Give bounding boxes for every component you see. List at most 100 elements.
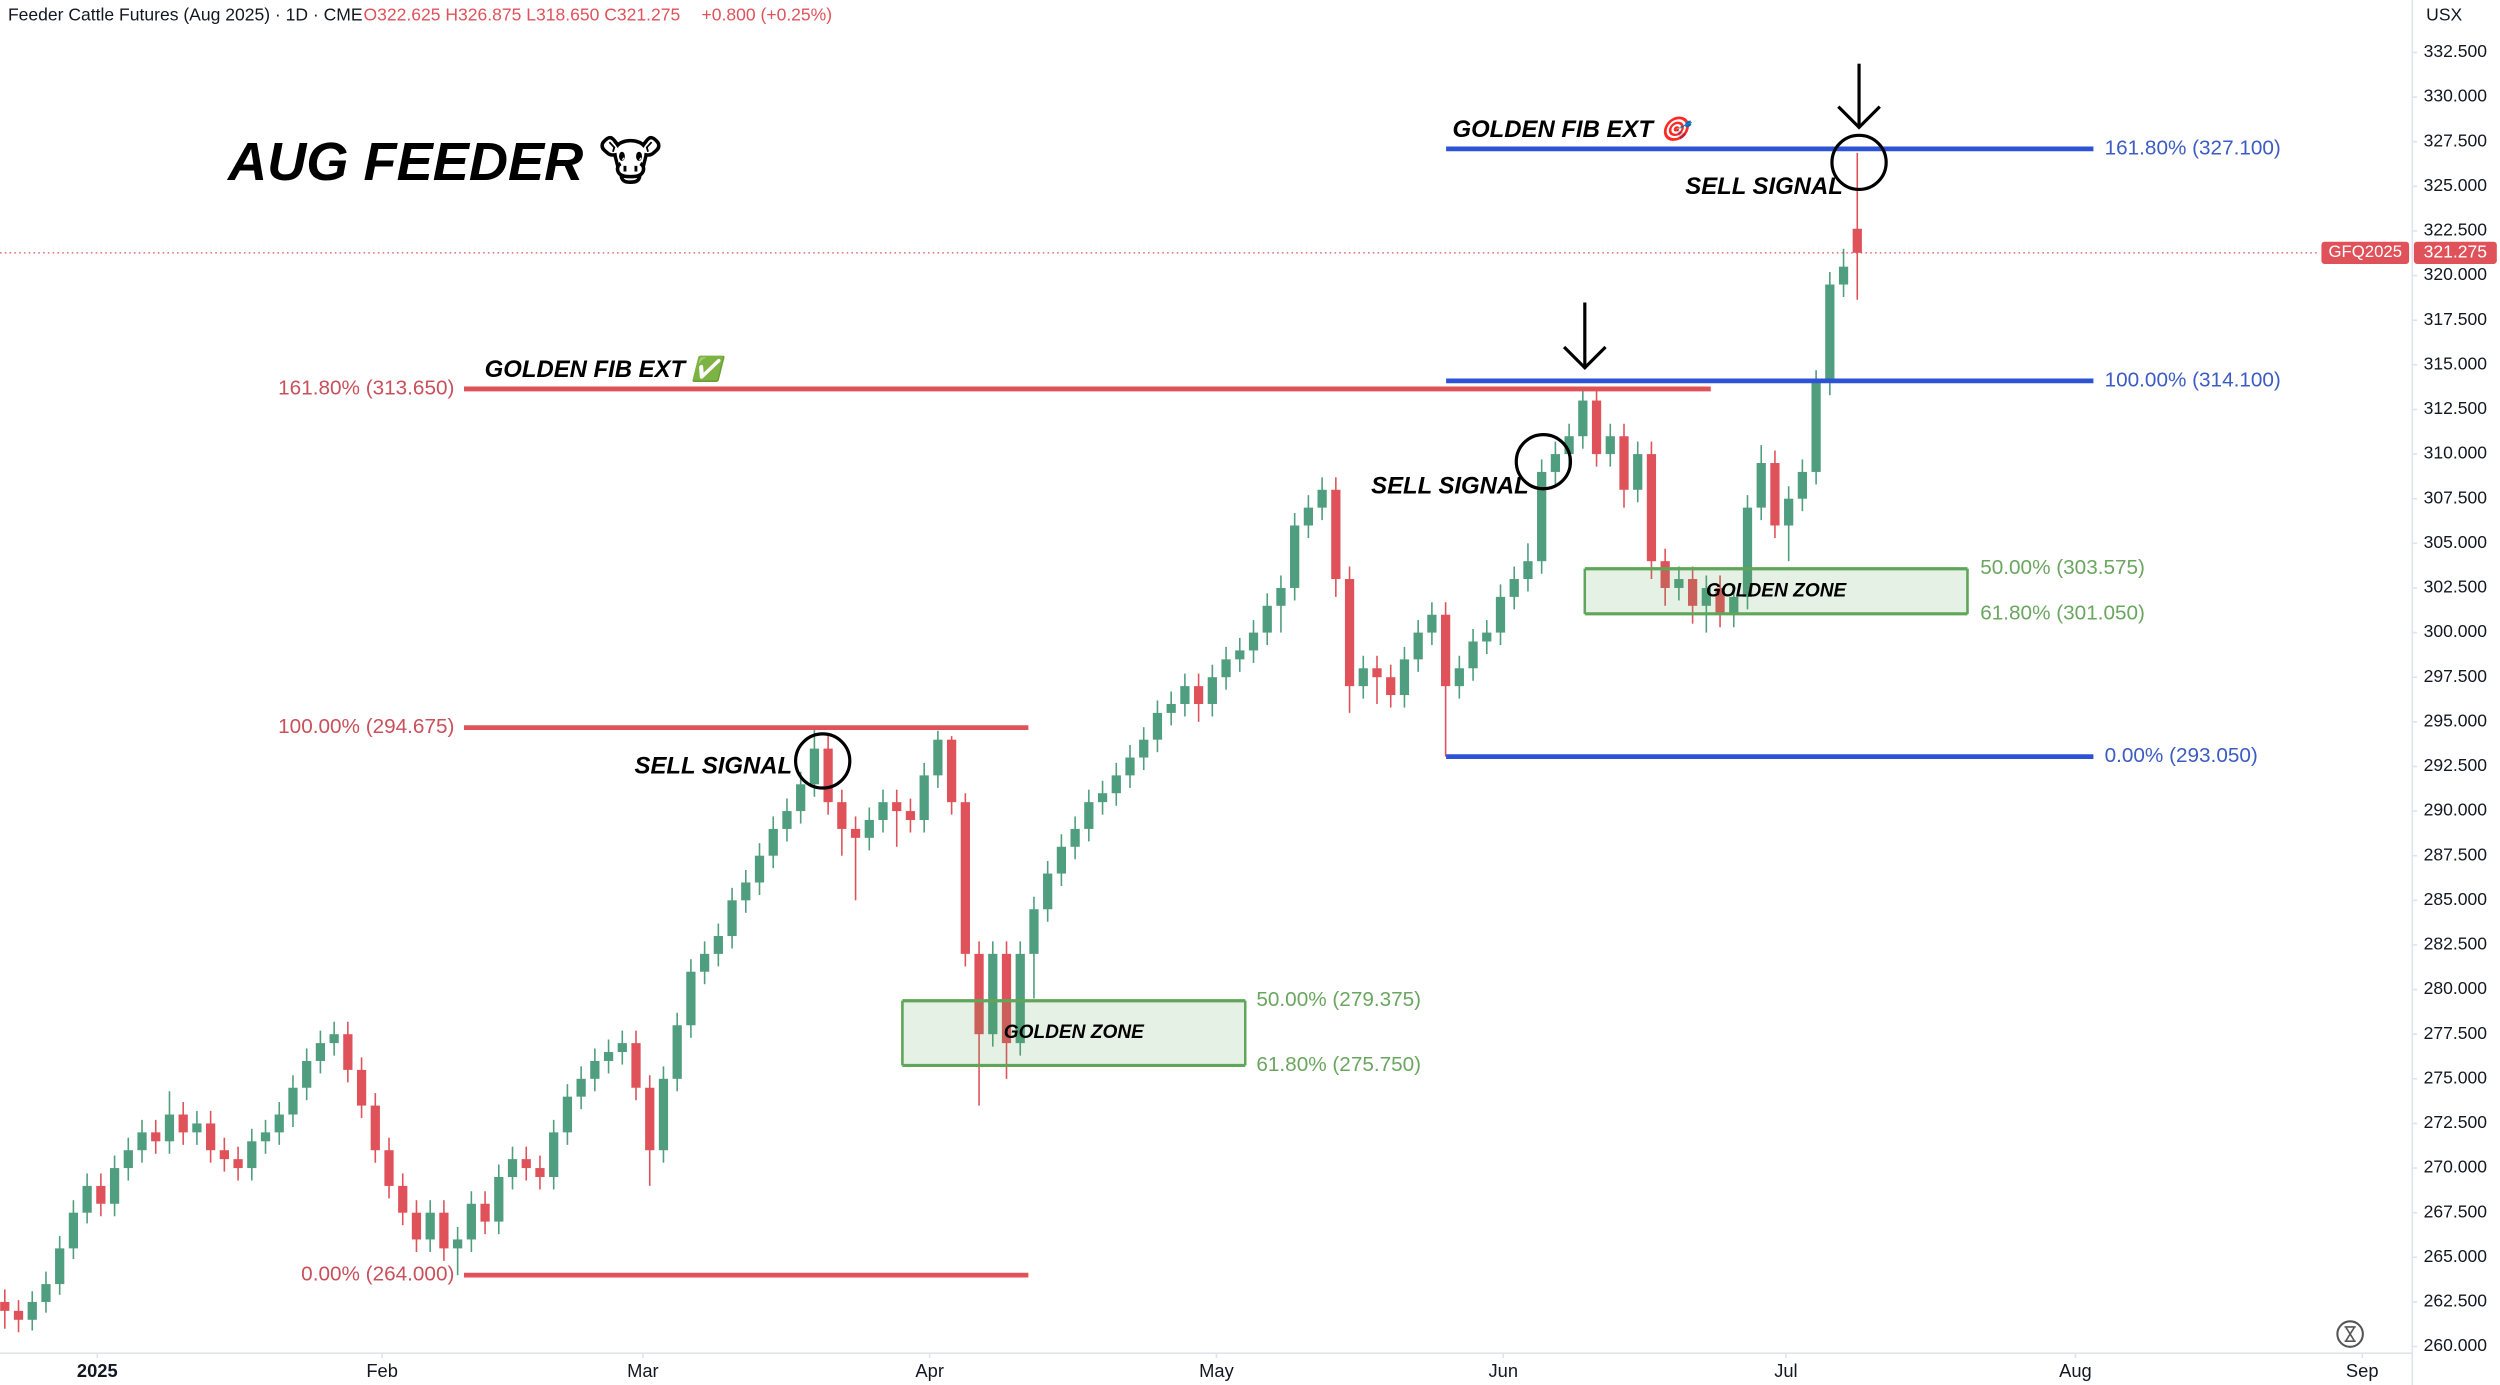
candle-body [302,1060,312,1088]
zone-level-label: 61.80% (301.050) [1980,601,2145,624]
candle-body [1454,668,1464,687]
candle-body [1495,596,1506,633]
candle-body [219,1150,229,1160]
y-tick-label: 312.500 [2424,398,2488,418]
arrow [1562,302,1607,370]
candle-body [1290,525,1300,588]
candle-body [1276,587,1286,606]
candle-body [206,1123,216,1151]
fib-level-label: 161.80% (327.100) [2105,136,2281,159]
replay-icon[interactable] [2336,1320,2364,1348]
header-title: Feeder Cattle Futures (Aug 2025) · 1D · … [8,5,363,25]
candle-body [1180,686,1190,704]
candle-body [754,855,765,883]
candle-body [1358,668,1368,687]
candle-body [672,1025,682,1079]
y-tick-label: 310.000 [2424,443,2488,463]
candle-body [1605,436,1615,455]
candle-body [1125,757,1135,776]
candle-body [1742,507,1753,597]
candle-body [796,784,806,812]
candle-body [1537,471,1547,562]
y-tick-label: 330.000 [2424,86,2488,106]
x-tick-label: Feb [366,1360,398,1381]
candle-body [109,1168,120,1204]
candle-body [1317,489,1327,508]
candle-body [192,1123,202,1133]
fib-level-label: 0.00% (264.000) [301,1263,454,1286]
x-tick-label: Jul [1774,1360,1797,1381]
candle-body [343,1034,353,1070]
candle-body [1303,507,1314,526]
candle-body [562,1096,573,1133]
candle-body [1564,436,1574,455]
candle-body [1399,659,1410,696]
candle-body [905,811,916,821]
candle-body [1578,400,1588,437]
candle-body [1207,677,1217,704]
candle-body [55,1248,65,1285]
y-tick-label: 295.000 [2424,710,2488,730]
candle-body [178,1114,188,1133]
candle-body [315,1043,326,1061]
x-tick-label: Aug [2059,1360,2092,1381]
y-tick-label: 277.500 [2424,1023,2488,1043]
candle-body [1029,909,1039,954]
zone-level-label: 61.80% (275.750) [1256,1053,1421,1076]
candle-body [1674,579,1684,588]
x-tick-label: May [1199,1360,1234,1381]
candle-body [631,1043,641,1088]
y-tick-label: 280.000 [2424,978,2488,998]
candle-body [603,1052,614,1061]
candle-body [425,1212,435,1240]
candle-body [27,1301,37,1320]
candle-body [823,748,833,803]
candle-body [1838,266,1849,285]
y-tick-label: 315.000 [2424,353,2488,373]
candle-body [1015,953,1025,1044]
candle-body [1825,284,1835,383]
zone-label: GOLDEN ZONE [1706,580,1848,601]
x-tick-label: Mar [627,1360,659,1381]
candle-body [1221,659,1231,678]
candle-body [0,1301,10,1311]
candle-body [96,1185,106,1204]
candle-body [1427,614,1437,633]
candle-body [576,1078,586,1097]
candle-body [1139,739,1149,758]
candle-body [233,1159,243,1169]
y-tick-label: 265.000 [2424,1246,2488,1266]
y-tick-label: 320.000 [2424,264,2488,284]
candle-body [1193,686,1204,704]
candle-body [1111,775,1121,794]
candle-body [507,1159,518,1177]
signal-circle [1514,433,1573,491]
fib-level-label: 100.00% (294.675) [278,715,454,738]
candle-body [1331,489,1341,580]
candle-body [1660,561,1670,588]
candle-body [453,1239,463,1249]
last-price-tag [2413,241,2497,264]
y-tick-label: 267.500 [2424,1201,2488,1221]
candle-body [164,1114,175,1142]
unit-label: USX [2426,5,2462,25]
candle-body [1235,650,1245,660]
annotation: GOLDEN FIB EXT 🎯 [1452,116,1694,143]
candle-body [466,1203,476,1240]
candle-body [1619,436,1629,490]
candle-body [1715,587,1725,615]
candle-body [590,1060,600,1079]
candle-body [329,1034,339,1044]
candle-body [919,775,929,821]
y-tick-label: 275.000 [2424,1067,2488,1087]
y-tick-label: 297.500 [2424,666,2488,686]
candle-body [411,1212,422,1240]
candle-body [356,1069,367,1106]
y-tick-label: 300.000 [2424,621,2488,641]
candle-body [1043,873,1053,910]
x-tick-label: 2025 [77,1360,118,1381]
symbol-tag [2321,241,2410,264]
y-tick-label: 285.000 [2424,889,2488,909]
candle-body [960,802,970,954]
